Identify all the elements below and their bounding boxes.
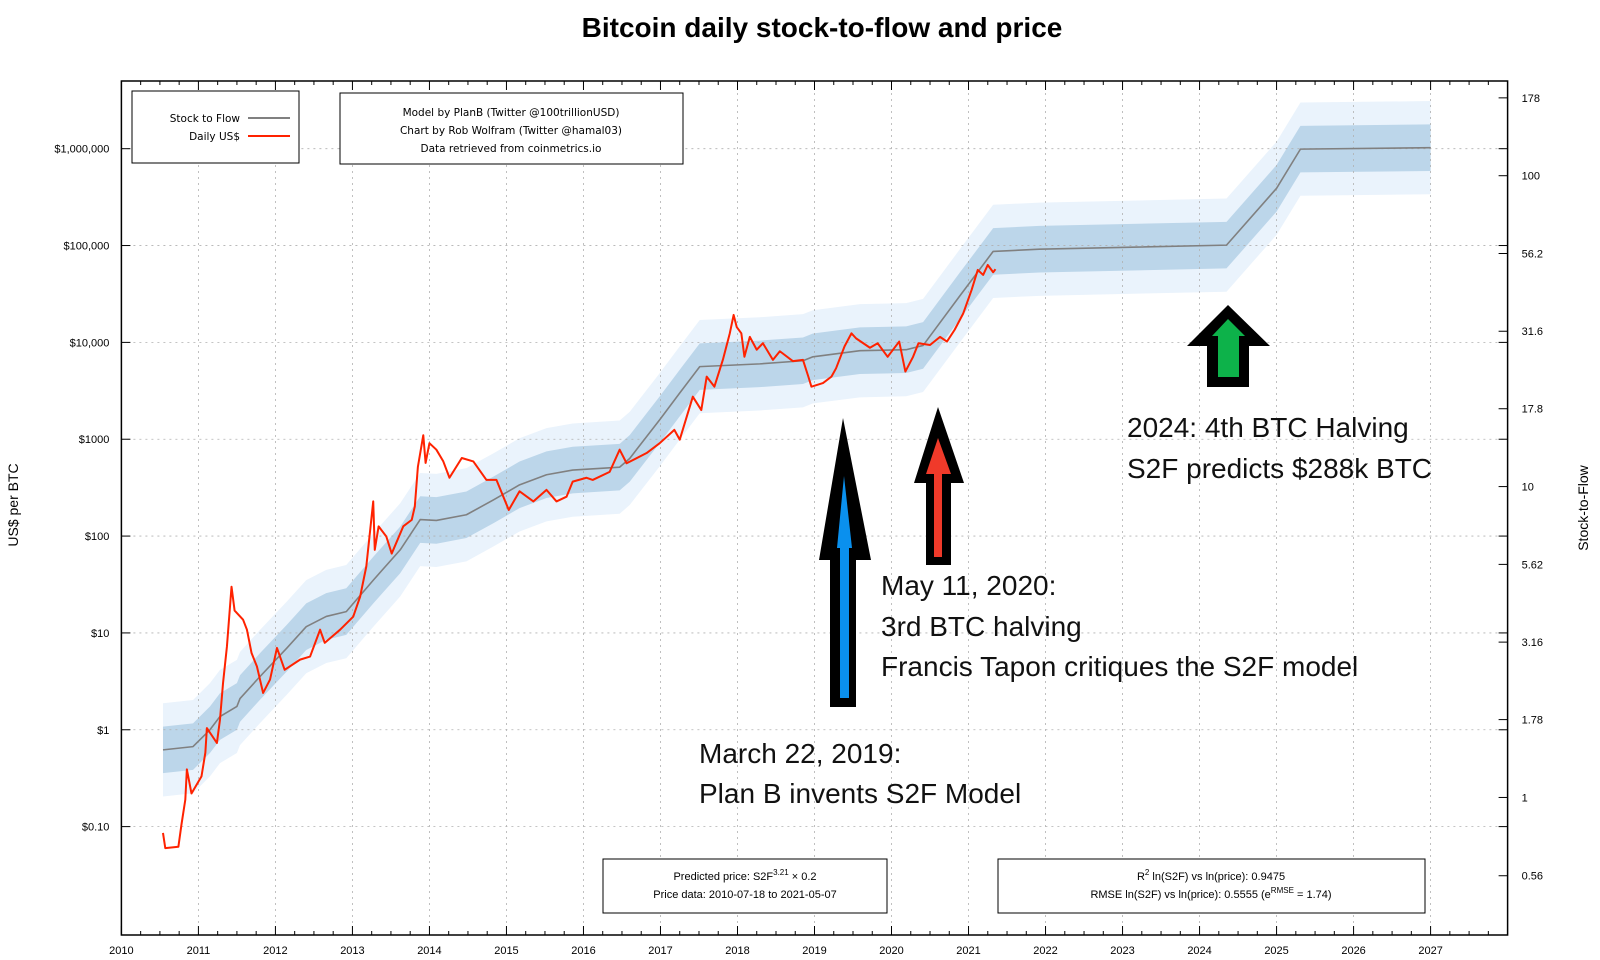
x-tick-label: 2015 bbox=[494, 945, 518, 957]
y2-tick-label: 31.6 bbox=[1522, 326, 1543, 338]
price-data-range: Price data: 2010-07-18 to 2021-05-07 bbox=[653, 889, 836, 901]
annotation-2020-line2: 3rd BTC halving bbox=[881, 611, 1082, 642]
series-lines bbox=[161, 146, 1431, 850]
r-squared-line: R2 ln(S2F) vs ln(price): 0.9475 bbox=[1137, 868, 1285, 883]
rmse-sup: RMSE bbox=[1271, 886, 1294, 895]
legend: Stock to Flow Daily US$ bbox=[131, 90, 300, 164]
x-tick-label: 2017 bbox=[648, 945, 672, 957]
formula-box: Predicted price: S2F3.21 × 0.2 Price dat… bbox=[602, 858, 888, 914]
annotation-2020: May 11, 2020: 3rd BTC halving Francis Ta… bbox=[881, 570, 1358, 682]
y2-tick-label: 0.56 bbox=[1522, 871, 1543, 883]
grid-lines bbox=[121, 81, 1508, 935]
formula-prefix: Predicted price: S2F bbox=[673, 871, 773, 883]
x-tick-label: 2010 bbox=[109, 945, 133, 957]
arrow-2024-icon bbox=[1187, 305, 1270, 387]
annotation-2024-line1: 2024: 4th BTC Halving bbox=[1127, 412, 1409, 443]
x-tick-label: 2025 bbox=[1264, 945, 1288, 957]
x-tick-label: 2022 bbox=[1033, 945, 1057, 957]
x-tick-label: 2021 bbox=[956, 945, 980, 957]
r-squared-prefix: R bbox=[1137, 871, 1145, 883]
x-tick-label: 2016 bbox=[571, 945, 595, 957]
y-axis-label: US$ per BTC bbox=[5, 463, 21, 546]
x-tick-label: 2013 bbox=[340, 945, 364, 957]
x-tick-label: 2026 bbox=[1341, 945, 1365, 957]
rmse-line: RMSE ln(S2F) vs ln(price): 0.5555 (eRMSE… bbox=[1090, 886, 1331, 901]
chart-title: Bitcoin daily stock-to-flow and price bbox=[582, 12, 1063, 43]
y2-tick-label: 1 bbox=[1522, 792, 1528, 804]
y2-tick-label: 3.16 bbox=[1522, 637, 1543, 649]
x-tick-label: 2023 bbox=[1110, 945, 1134, 957]
y2-tick-label: 5.62 bbox=[1522, 559, 1543, 571]
rmse-prefix: RMSE ln(S2F) vs ln(price): 0.5555 (e bbox=[1090, 889, 1270, 901]
r-squared-sup: 2 bbox=[1145, 868, 1150, 877]
band-2-sigma bbox=[162, 101, 1431, 797]
formula-line: Predicted price: S2F3.21 × 0.2 bbox=[673, 868, 816, 883]
y-tick-label: $100 bbox=[85, 531, 109, 543]
y2-tick-label: 1.78 bbox=[1522, 715, 1543, 727]
y2-tick-label: 100 bbox=[1522, 171, 1540, 183]
y-tick-label: $1000 bbox=[79, 434, 110, 446]
credits-box: Model by PlanB (Twitter @100trillionUSD)… bbox=[339, 92, 684, 165]
x-tick-label: 2019 bbox=[802, 945, 826, 957]
axes: 2010 2011 2012 2013 2014 2015 2016 2017 2018 2019… bbox=[54, 80, 1543, 957]
rmse-suffix: = 1.74) bbox=[1294, 889, 1332, 901]
model-bands bbox=[162, 101, 1431, 797]
x-tick-label: 2024 bbox=[1187, 945, 1211, 957]
x-tick-label: 2018 bbox=[725, 945, 749, 957]
credit-model: Model by PlanB (Twitter @100trillionUSD) bbox=[403, 107, 620, 119]
x-tick-label: 2014 bbox=[417, 945, 441, 957]
y2-tick-label: 56.2 bbox=[1522, 249, 1543, 261]
y-tick-label: $10 bbox=[91, 628, 109, 640]
y-tick-label: $100,000 bbox=[64, 241, 110, 253]
arrow-2019-icon bbox=[819, 418, 871, 707]
formula-suffix: × 0.2 bbox=[789, 871, 817, 883]
annotation-2020-line1: May 11, 2020: bbox=[881, 570, 1056, 601]
r-squared-value: ln(S2F) vs ln(price): 0.9475 bbox=[1149, 871, 1285, 883]
y2-tick-label: 10 bbox=[1522, 482, 1534, 494]
x-tick-label: 2027 bbox=[1418, 945, 1442, 957]
y-tick-label: $1,000,000 bbox=[54, 144, 109, 156]
x-tick-label: 2020 bbox=[879, 945, 903, 957]
annotation-2024: 2024: 4th BTC Halving S2F predicts $288k… bbox=[1127, 412, 1432, 484]
stock-to-flow-line bbox=[162, 146, 1431, 751]
x-tick-label: 2012 bbox=[263, 945, 287, 957]
legend-model-label: Stock to Flow bbox=[170, 113, 241, 125]
formula-exponent: 3.21 bbox=[773, 868, 789, 877]
annotation-2019-line1: March 22, 2019: bbox=[699, 738, 901, 769]
y-tick-label: $0.10 bbox=[82, 822, 110, 834]
annotation-2019-line2: Plan B invents S2F Model bbox=[699, 778, 1021, 809]
daily-price-line bbox=[161, 263, 997, 850]
annotation-2024-line2: S2F predicts $288k BTC bbox=[1127, 453, 1432, 484]
stats-box: R2 ln(S2F) vs ln(price): 0.9475 RMSE ln(… bbox=[997, 858, 1426, 914]
y-tick-label: $10,000 bbox=[70, 337, 110, 349]
credit-data: Data retrieved from coinmetrics.io bbox=[421, 143, 602, 155]
y2-tick-label: 17.8 bbox=[1522, 404, 1543, 416]
arrow-2020-icon bbox=[914, 407, 964, 565]
annotation-2020-line3: Francis Tapon critiques the S2F model bbox=[881, 651, 1358, 682]
y2-tick-label: 178 bbox=[1522, 93, 1540, 105]
x-tick-label: 2011 bbox=[187, 945, 211, 957]
y-tick-label: $1 bbox=[97, 725, 109, 737]
y2-axis-label: Stock-to-Flow bbox=[1575, 464, 1591, 550]
legend-price-label: Daily US$ bbox=[189, 131, 240, 143]
annotation-2019: March 22, 2019: Plan B invents S2F Model bbox=[699, 738, 1021, 809]
credit-chart: Chart by Rob Wolfram (Twitter @hamal03) bbox=[400, 125, 622, 137]
